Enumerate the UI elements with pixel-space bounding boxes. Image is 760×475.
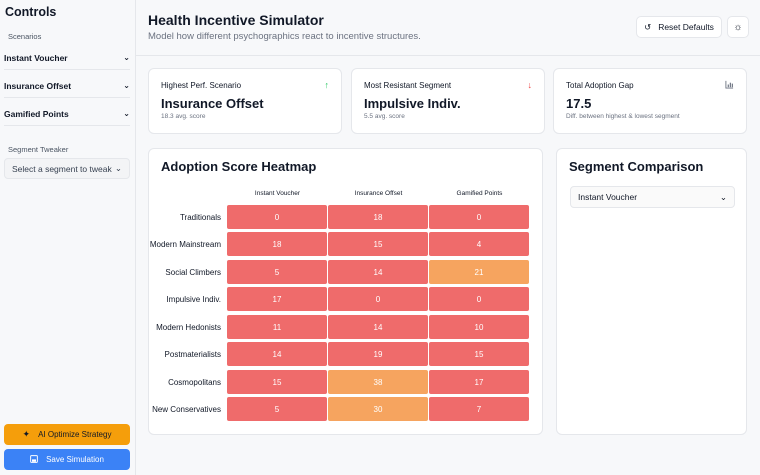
heatmap-column-header: Gamified Points [456, 190, 503, 197]
heatmap-cell: 5 [227, 397, 327, 421]
heatmap-row-label: Cosmopolitans [168, 378, 221, 387]
stat-label: Total Adoption Gap [566, 81, 634, 90]
stat-card-adoption-gap: Total Adoption Gap 17.5 Diff. between hi… [553, 68, 747, 134]
sun-icon: ☼ [733, 21, 743, 33]
heatmap-cell: 0 [328, 287, 428, 311]
segment-comparison-title: Segment Comparison [569, 159, 704, 174]
page-title: Health Incentive Simulator [148, 12, 324, 28]
stat-value: 17.5 [566, 96, 592, 111]
chevron-down-icon: ⌄ [123, 81, 130, 90]
scenario-instant-voucher[interactable]: Instant Voucher ⌄ [4, 46, 130, 70]
heatmap-cell: 30 [328, 397, 428, 421]
stat-label: Most Resistant Segment [364, 81, 452, 90]
reset-icon: ↺ [644, 21, 652, 32]
heatmap-cell: 0 [227, 205, 327, 229]
heatmap-cell: 14 [328, 260, 428, 284]
heatmap-row-label: Impulsive Indiv. [166, 295, 221, 304]
stat-value: Insurance Offset [161, 96, 264, 111]
heatmap-cell: 4 [429, 232, 529, 256]
save-simulation-label: Save Simulation [46, 455, 104, 464]
heatmap-cell: 14 [227, 342, 327, 366]
heatmap-row-label: New Conservatives [152, 405, 221, 414]
heatmap-cell: 17 [227, 287, 327, 311]
heatmap-cell: 18 [227, 232, 327, 256]
scenario-label: Instant Voucher [4, 52, 68, 63]
scenario-label: Insurance Offset [4, 80, 72, 91]
reset-defaults-label: Reset Defaults [658, 22, 714, 32]
comparison-scenario-select[interactable]: Instant Voucher ⌄ [570, 186, 735, 208]
stat-note: Diff. between highest & lowest segment [566, 113, 680, 120]
scenarios-label: Scenarios [8, 32, 42, 41]
sidebar: Controls Scenarios Instant Voucher ⌄ Ins… [0, 0, 136, 475]
heatmap-cell: 5 [227, 260, 327, 284]
stat-value: Impulsive Indiv. [364, 96, 461, 111]
heatmap-cell: 17 [429, 370, 529, 394]
heatmap-cell: 14 [328, 315, 428, 339]
scenario-insurance-offset[interactable]: Insurance Offset ⌄ [4, 74, 130, 98]
ai-optimize-button[interactable]: ✦ AI Optimize Strategy [4, 424, 130, 445]
segment-tweaker-label: Segment Tweaker [8, 145, 69, 154]
stat-card-highest-scenario: Highest Perf. Scenario ↑ Insurance Offse… [148, 68, 342, 134]
arrow-down-icon: ↓ [527, 80, 533, 90]
theme-toggle-button[interactable]: ☼ [727, 16, 749, 38]
chevron-down-icon: ⌄ [719, 191, 727, 202]
segment-comparison-card: Segment Comparison Instant Voucher ⌄ [556, 148, 747, 435]
reset-defaults-button[interactable]: ↺ Reset Defaults [636, 16, 722, 38]
heatmap-row-label: Traditionals [179, 213, 221, 222]
bar-chart-icon [725, 80, 734, 91]
stat-card-resistant-segment: Most Resistant Segment ↓ Impulsive Indiv… [351, 68, 545, 134]
heatmap-cell: 10 [429, 315, 529, 339]
heatmap-row-label: Modern Hedonists [156, 323, 221, 332]
header: Health Incentive Simulator Model how dif… [136, 0, 760, 56]
heatmap-row-label: Modern Mainstream [149, 240, 221, 249]
heatmap-column-header: Instant Voucher [254, 190, 301, 197]
heatmap-row-label: Social Climbers [165, 268, 221, 277]
heatmap-title: Adoption Score Heatmap [161, 159, 317, 174]
segment-select-placeholder: Select a segment to tweak [12, 163, 112, 174]
heatmap-cell: 19 [328, 342, 428, 366]
sparkle-icon: ✦ [22, 429, 31, 439]
heatmap-cell: 7 [429, 397, 529, 421]
scenario-gamified-points[interactable]: Gamified Points ⌄ [4, 102, 130, 126]
heatmap-column-header: Insurance Offset [354, 190, 403, 197]
chevron-down-icon: ⌄ [114, 163, 122, 173]
heatmap-cell: 15 [328, 232, 428, 256]
save-icon [30, 454, 38, 465]
comparison-selected-value: Instant Voucher [578, 192, 638, 202]
segment-select[interactable]: Select a segment to tweak ⌄ [4, 158, 130, 179]
ai-optimize-label: AI Optimize Strategy [38, 430, 112, 439]
chevron-down-icon: ⌄ [123, 53, 130, 62]
stat-note: 5.5 avg. score [364, 113, 405, 120]
chevron-down-icon: ⌄ [123, 109, 130, 118]
heatmap-row-label: Postmaterialists [164, 350, 221, 359]
arrow-up-icon: ↑ [324, 80, 330, 90]
stat-label: Highest Perf. Scenario [161, 81, 242, 90]
heatmap-cell: 21 [429, 260, 529, 284]
heatmap-cell: 0 [429, 205, 529, 229]
heatmap-cell: 38 [328, 370, 428, 394]
stat-note: 18.3 avg. score [161, 113, 206, 120]
heatmap-cell: 15 [227, 370, 327, 394]
heatmap-cell: 0 [429, 287, 529, 311]
sidebar-title: Controls [5, 5, 57, 19]
heatmap-cell: 15 [429, 342, 529, 366]
heatmap-cell: 18 [328, 205, 428, 229]
save-simulation-button[interactable]: Save Simulation [4, 449, 130, 470]
scenario-label: Gamified Points [4, 108, 69, 119]
heatmap-card: Adoption Score Heatmap Instant Voucher I… [148, 148, 543, 435]
heatmap-cell: 11 [227, 315, 327, 339]
page-subtitle: Model how different psychographics react… [148, 31, 421, 42]
